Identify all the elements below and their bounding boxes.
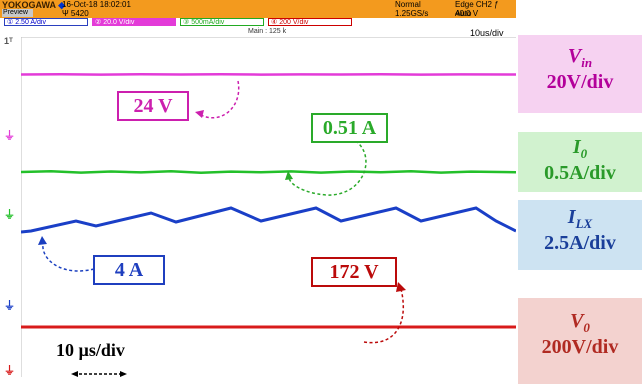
legend-io-scale: 0.5A/div bbox=[544, 162, 616, 184]
legend-ilx: ILX 2.5A/div bbox=[518, 200, 642, 270]
ilx-arrow bbox=[42, 243, 95, 272]
diamond-icon: ◆ bbox=[58, 0, 66, 10]
sample-rate: 1.25GS/s bbox=[395, 9, 429, 18]
vin-callout: 24 V bbox=[117, 91, 189, 121]
legend-vin: Vin 20V/div bbox=[518, 35, 642, 113]
legend-vo-scale: 200V/div bbox=[541, 336, 619, 358]
legend-vo: V0 200V/div bbox=[518, 298, 642, 384]
channel-4-chip[interactable]: ④ 200 V/div bbox=[268, 18, 352, 26]
acq-mode: Normal bbox=[395, 0, 421, 9]
io-arrow bbox=[288, 137, 367, 196]
legend-ilx-name: ILX bbox=[567, 206, 593, 231]
vo-callout: 172 V bbox=[311, 257, 397, 287]
vo-arrowhead bbox=[396, 282, 406, 292]
io-ground-marker: ⏚ bbox=[4, 209, 15, 221]
time-span-arrowhead-right bbox=[120, 371, 127, 377]
vo-arrow bbox=[363, 288, 405, 344]
io-callout: 0.51 A bbox=[311, 113, 388, 143]
brand-label: YOKOGAWA ◆ bbox=[2, 0, 66, 10]
legend-io-name: I0 bbox=[572, 136, 588, 161]
trigger-marker: 1ᵀ bbox=[4, 36, 13, 46]
vin-ground-marker: ⏚ bbox=[4, 130, 15, 142]
channel-row: ① 2.50 A/div ② 20.0 V/div ③ 500mA/div ④ … bbox=[0, 18, 516, 27]
legend-vo-name: V0 bbox=[570, 310, 590, 335]
trigger-setting: Edge CH2 ƒ 40.0 V bbox=[455, 0, 499, 18]
preview-badge: Preview bbox=[2, 9, 33, 17]
legend-vin-name: Vin bbox=[567, 45, 593, 70]
vin-arrow bbox=[200, 80, 240, 119]
trigger-mode: Auto bbox=[455, 9, 472, 18]
vo-ground-marker: ⏚ bbox=[4, 365, 15, 377]
legend-io: I0 0.5A/div bbox=[518, 132, 642, 192]
time-scale-label: 10 µs/div bbox=[56, 340, 125, 360]
vin-arrowhead bbox=[195, 110, 204, 118]
ilx-trace bbox=[21, 206, 516, 234]
record-count: Ψ 5420 bbox=[62, 9, 89, 18]
legend-vin-scale: 20V/div bbox=[546, 71, 614, 93]
io-trace bbox=[21, 169, 516, 174]
io-arrowhead bbox=[285, 171, 293, 180]
legend-ilx-scale: 2.5A/div bbox=[544, 232, 616, 254]
ilx-ground-marker: ⏚ bbox=[4, 300, 15, 312]
timestamp: 16-Oct-18 18:02:01 bbox=[62, 0, 131, 9]
waveform-plot bbox=[21, 37, 516, 377]
time-div-readout: 10us/div bbox=[470, 28, 504, 38]
channel-1-chip[interactable]: ① 2.50 A/div bbox=[4, 18, 88, 26]
channel-3-chip[interactable]: ③ 500mA/div bbox=[180, 18, 264, 26]
ilx-arrowhead bbox=[38, 236, 47, 245]
main-zoom-label: Main : 125 k bbox=[248, 28, 287, 35]
channel-2-chip[interactable]: ② 20.0 V/div bbox=[92, 18, 176, 26]
ilx-callout: 4 A bbox=[93, 255, 165, 285]
time-span-arrowhead-left bbox=[71, 371, 78, 377]
